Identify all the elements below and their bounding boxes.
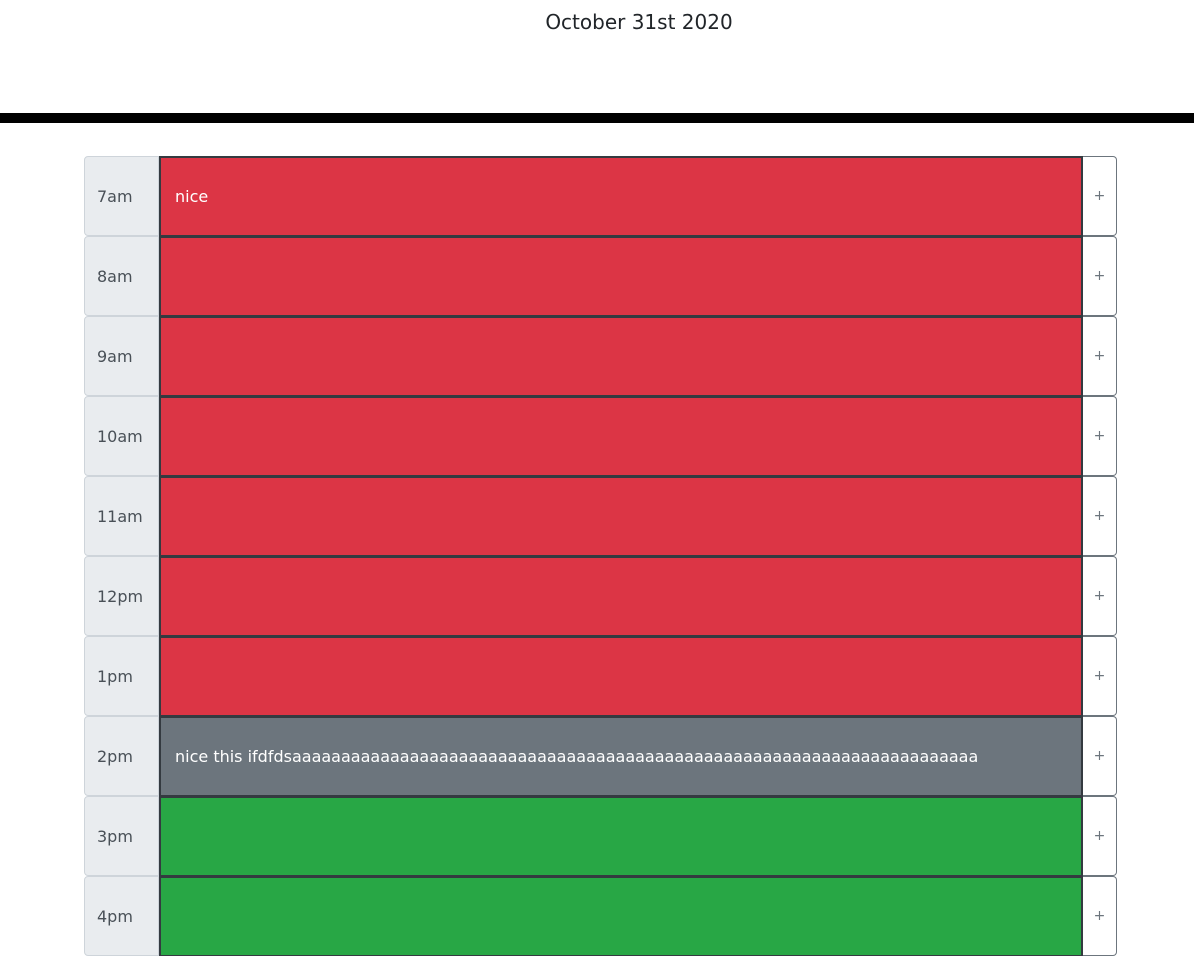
hour-label: 2pm [84,716,159,796]
time-block: 7am nice + [84,156,1117,236]
plus-icon: + [1093,668,1106,684]
save-button[interactable]: + [1083,636,1117,716]
description-textarea[interactable] [159,396,1083,476]
hour-label: 11am [84,476,159,556]
hour-label: 4pm [84,876,159,956]
plus-icon: + [1093,188,1106,204]
plus-icon: + [1093,588,1106,604]
plus-icon: + [1093,908,1106,924]
description-textarea[interactable]: nice [159,156,1083,236]
time-block: 4pm + [84,876,1117,956]
description-textarea[interactable] [159,236,1083,316]
save-button[interactable]: + [1083,236,1117,316]
save-button[interactable]: + [1083,556,1117,636]
hour-label: 1pm [84,636,159,716]
save-button[interactable]: + [1083,316,1117,396]
save-button[interactable]: + [1083,796,1117,876]
plus-icon: + [1093,508,1106,524]
plus-icon: + [1093,748,1106,764]
save-button[interactable]: + [1083,396,1117,476]
hour-label: 10am [84,396,159,476]
plus-icon: + [1093,268,1106,284]
hour-label: 3pm [84,796,159,876]
description-textarea[interactable]: nice this ifdfdsaaaaaaaaaaaaaaaaaaaaaaaa… [159,716,1083,796]
description-textarea[interactable] [159,636,1083,716]
description-textarea[interactable] [159,796,1083,876]
time-block: 8am + [84,236,1117,316]
plus-icon: + [1093,348,1106,364]
time-block: 9am + [84,316,1117,396]
save-button[interactable]: + [1083,156,1117,236]
time-block: 1pm + [84,636,1117,716]
plus-icon: + [1093,828,1106,844]
time-block: 10am + [84,396,1117,476]
time-block: 3pm + [84,796,1117,876]
save-button[interactable]: + [1083,716,1117,796]
current-day: October 31st 2020 [545,10,733,34]
hour-label: 9am [84,316,159,396]
hour-label: 8am [84,236,159,316]
hour-label: 7am [84,156,159,236]
jumbotron-header: October 31st 2020 [0,0,1194,113]
description-textarea[interactable] [159,316,1083,396]
save-button[interactable]: + [1083,476,1117,556]
time-block: 12pm + [84,556,1117,636]
description-textarea[interactable] [159,476,1083,556]
plus-icon: + [1093,428,1106,444]
description-textarea[interactable] [159,556,1083,636]
time-block: 2pm nice this ifdfdsaaaaaaaaaaaaaaaaaaaa… [84,716,1117,796]
planner-container: 7am nice + 8am + 9am + 10am + 11am + 12p… [84,156,1117,956]
header-divider [0,113,1194,123]
save-button[interactable]: + [1083,876,1117,956]
hour-label: 12pm [84,556,159,636]
description-textarea[interactable] [159,876,1083,956]
time-block: 11am + [84,476,1117,556]
